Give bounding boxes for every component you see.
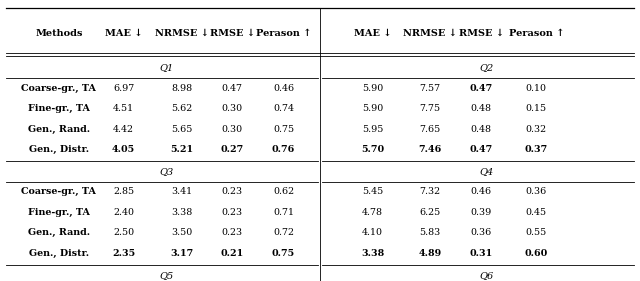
Text: 5.21: 5.21 <box>170 145 193 154</box>
Text: 0.47: 0.47 <box>470 145 493 154</box>
Text: 0.47: 0.47 <box>222 83 243 93</box>
Text: Coarse-gr., TA: Coarse-gr., TA <box>22 187 96 196</box>
Text: 0.45: 0.45 <box>525 208 547 217</box>
Text: 4.42: 4.42 <box>113 124 134 134</box>
Text: 0.48: 0.48 <box>471 104 492 113</box>
Text: 0.36: 0.36 <box>525 187 547 196</box>
Text: Q3: Q3 <box>159 167 173 176</box>
Text: 0.23: 0.23 <box>221 187 243 196</box>
Text: 2.40: 2.40 <box>113 208 134 217</box>
Text: 6.97: 6.97 <box>113 83 134 93</box>
Text: Gen., Distr.: Gen., Distr. <box>29 249 89 258</box>
Text: Fine-gr., TA: Fine-gr., TA <box>28 104 90 113</box>
Text: 0.71: 0.71 <box>273 208 294 217</box>
Text: 0.76: 0.76 <box>272 145 295 154</box>
Text: 6.25: 6.25 <box>419 208 441 217</box>
Text: 0.10: 0.10 <box>526 83 547 93</box>
Text: RMSE ↓: RMSE ↓ <box>459 29 504 38</box>
Text: 0.55: 0.55 <box>525 228 547 237</box>
Text: 7.57: 7.57 <box>419 83 441 93</box>
Text: 0.62: 0.62 <box>273 187 294 196</box>
Text: 4.51: 4.51 <box>113 104 134 113</box>
Text: MAE ↓: MAE ↓ <box>354 29 391 38</box>
Text: 0.75: 0.75 <box>272 249 295 258</box>
Text: Q1: Q1 <box>159 63 173 72</box>
Text: 0.72: 0.72 <box>273 228 294 237</box>
Text: 0.74: 0.74 <box>273 104 294 113</box>
Text: 0.30: 0.30 <box>221 124 243 134</box>
Text: 0.48: 0.48 <box>471 124 492 134</box>
Text: 5.90: 5.90 <box>362 83 383 93</box>
Text: Gen., Rand.: Gen., Rand. <box>28 124 90 134</box>
Text: 3.38: 3.38 <box>171 208 193 217</box>
Text: 0.15: 0.15 <box>525 104 547 113</box>
Text: 4.78: 4.78 <box>362 208 383 217</box>
Text: 4.89: 4.89 <box>419 249 442 258</box>
Text: Q2: Q2 <box>479 63 493 72</box>
Text: 2.50: 2.50 <box>113 228 134 237</box>
Text: 3.17: 3.17 <box>170 249 193 258</box>
Text: 5.83: 5.83 <box>419 228 441 237</box>
Text: Gen., Rand.: Gen., Rand. <box>28 228 90 237</box>
Text: RMSE ↓: RMSE ↓ <box>210 29 255 38</box>
Text: 0.37: 0.37 <box>525 145 548 154</box>
Text: 4.10: 4.10 <box>362 228 383 237</box>
Text: Perason ↑: Perason ↑ <box>509 29 564 38</box>
Text: 7.32: 7.32 <box>419 187 441 196</box>
Text: 0.23: 0.23 <box>221 208 243 217</box>
Text: 4.05: 4.05 <box>112 145 135 154</box>
Text: 3.50: 3.50 <box>171 228 193 237</box>
Text: Gen., Distr.: Gen., Distr. <box>29 145 89 154</box>
Text: 2.85: 2.85 <box>113 187 134 196</box>
Text: 0.31: 0.31 <box>470 249 493 258</box>
Text: Perason ↑: Perason ↑ <box>256 29 311 38</box>
Text: 0.36: 0.36 <box>470 228 492 237</box>
Text: 0.46: 0.46 <box>470 187 492 196</box>
Text: MAE ↓: MAE ↓ <box>105 29 142 38</box>
Text: 7.65: 7.65 <box>419 124 441 134</box>
Text: NRMSE ↓: NRMSE ↓ <box>403 29 457 38</box>
Text: 7.75: 7.75 <box>419 104 441 113</box>
Text: 8.98: 8.98 <box>171 83 193 93</box>
Text: 0.39: 0.39 <box>470 208 492 217</box>
Text: Q5: Q5 <box>159 271 173 280</box>
Text: Q4: Q4 <box>479 167 493 176</box>
Text: 0.60: 0.60 <box>525 249 548 258</box>
Text: Fine-gr., TA: Fine-gr., TA <box>28 208 90 217</box>
Text: 5.95: 5.95 <box>362 124 383 134</box>
Text: 2.35: 2.35 <box>112 249 135 258</box>
Text: 5.90: 5.90 <box>362 104 383 113</box>
Text: 0.23: 0.23 <box>221 228 243 237</box>
Text: 0.21: 0.21 <box>221 249 244 258</box>
Text: 7.46: 7.46 <box>419 145 442 154</box>
Text: 5.65: 5.65 <box>171 124 193 134</box>
Text: 5.45: 5.45 <box>362 187 383 196</box>
Text: 5.62: 5.62 <box>171 104 193 113</box>
Text: 0.46: 0.46 <box>273 83 294 93</box>
Text: 0.32: 0.32 <box>525 124 547 134</box>
Text: Methods: Methods <box>35 29 83 38</box>
Text: Coarse-gr., TA: Coarse-gr., TA <box>22 83 96 93</box>
Text: NRMSE ↓: NRMSE ↓ <box>155 29 209 38</box>
Text: 3.41: 3.41 <box>171 187 193 196</box>
Text: 0.27: 0.27 <box>221 145 244 154</box>
Text: 0.75: 0.75 <box>273 124 294 134</box>
Text: 0.30: 0.30 <box>221 104 243 113</box>
Text: Q6: Q6 <box>479 271 493 280</box>
Text: 5.70: 5.70 <box>361 145 384 154</box>
Text: 0.47: 0.47 <box>470 83 493 93</box>
Text: 3.38: 3.38 <box>361 249 384 258</box>
